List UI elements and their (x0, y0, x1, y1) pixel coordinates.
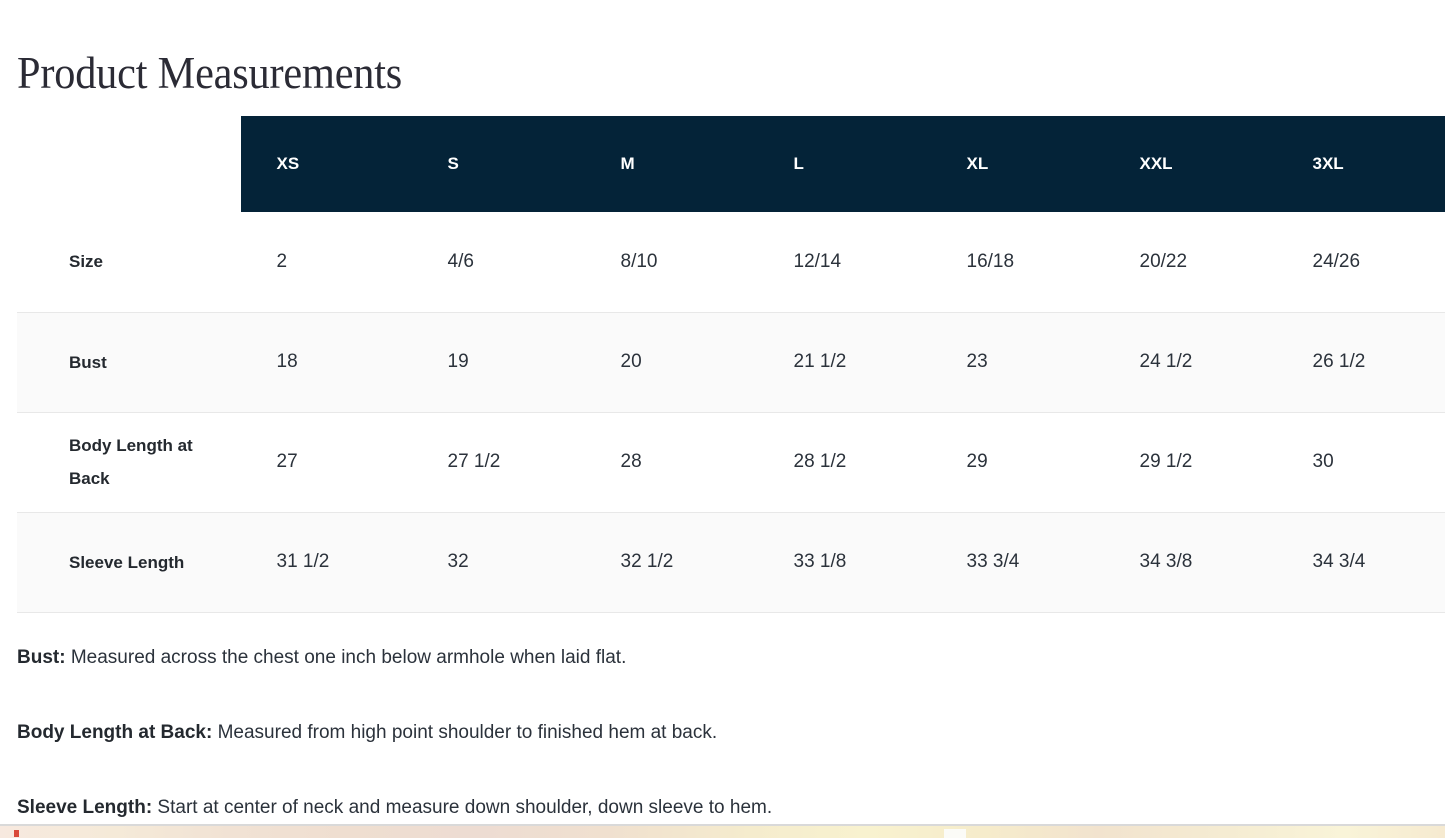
table-header-cell-xs: XS (240, 116, 414, 212)
table-header-label: S (447, 154, 459, 173)
row-label-size: Size (0, 212, 241, 312)
cell-body-length-xl: 29 (932, 411, 1106, 512)
cell-sleeve-length-xl: 33 3/4 (932, 511, 1106, 613)
table-header-label: XXL (1139, 154, 1173, 173)
table-row: Size 2 4/6 8/10 12/14 16/18 20/22 24/26 (0, 212, 1445, 312)
cell-size-l: 12/14 (793, 250, 842, 272)
cell-body-length-l: 28 1/2 (759, 411, 933, 512)
table-header-cell-xxl: XXL (1105, 116, 1279, 212)
table-header-label-cell (8, 116, 241, 212)
footnote-bust: Bust: Measured across the chest one inch… (17, 645, 1427, 671)
footnote-term: Body Length at Back: (17, 722, 213, 743)
footnote-text: Start at center of neck and measure down… (152, 797, 773, 818)
cell-sleeve-length-m: 32 1/2 (586, 511, 760, 613)
cell-sleeve-length-s: 32 (413, 511, 587, 613)
footnote-body-length-at-back: Body Length at Back: Measured from high … (17, 720, 1427, 746)
table-row: Bust 18 19 20 21 1/2 23 24 1/2 26 1/2 (0, 311, 1445, 412)
cell-body-length-xxl: 29 1/2 (1105, 411, 1279, 512)
cell-size-xxl: 20/22 (1139, 250, 1188, 272)
table-header-cell-m: M (586, 116, 760, 212)
table-header-cell-s: S (413, 116, 587, 212)
table-header-label: L (793, 154, 804, 173)
footnote-text: Measured from high point shoulder to fin… (212, 722, 718, 743)
table-body: Size 2 4/6 8/10 12/14 16/18 20/22 24/26 … (0, 212, 1445, 613)
table-header-label: 3XL (1312, 154, 1344, 173)
footnote-sleeve-length: Sleeve Length: Start at center of neck a… (17, 795, 1427, 821)
cell-sleeve-length-3xl: 34 3/4 (1278, 511, 1445, 613)
cell-size-3xl: 24/26 (1312, 250, 1361, 272)
strip-white-mark (944, 829, 966, 838)
cell-size-s: 4/6 (447, 250, 474, 272)
footnote-term: Bust: (17, 647, 66, 668)
cell-sleeve-length-l: 33 1/8 (759, 511, 933, 613)
cell-bust-xs: 18 (240, 311, 414, 412)
table-header-cell-xl: XL (932, 116, 1106, 212)
measurement-notes: Bust: Measured across the chest one inch… (17, 645, 1427, 821)
strip-red-mark (14, 830, 19, 837)
cell-body-length-m: 28 (586, 411, 760, 512)
table-row: Body Length at Back 27 27 1/2 28 28 1/2 … (0, 411, 1445, 512)
table-row: Sleeve Length 31 1/2 32 32 1/2 33 1/8 33… (0, 511, 1445, 613)
table-header-row: XS S M L XL XXL 3XL (8, 116, 1445, 212)
table-header: XS S M L XL XXL 3XL (8, 116, 1445, 212)
row-label-bust: Bust (0, 311, 241, 412)
table-header-cell-l: L (759, 116, 933, 212)
cell-bust-l: 21 1/2 (759, 311, 933, 412)
cut-off-image-strip (0, 824, 1445, 838)
cell-size-xs: 2 (276, 250, 288, 272)
cell-body-length-s: 27 1/2 (413, 411, 587, 512)
cell-bust-s: 19 (413, 311, 587, 412)
cell-size-m: 8/10 (620, 250, 658, 272)
size-measurements-table: XS S M L XL XXL 3XL (0, 116, 1445, 613)
footnote-text: Measured across the chest one inch below… (65, 647, 627, 668)
footnote-term: Sleeve Length: (17, 797, 153, 818)
table-header-label: XL (966, 154, 989, 173)
cell-body-length-3xl: 30 (1278, 411, 1445, 512)
cell-bust-m: 20 (586, 311, 760, 412)
row-label-sleeve-length: Sleeve Length (0, 511, 241, 613)
table-header-label: XS (276, 154, 300, 173)
cell-sleeve-length-xxl: 34 3/8 (1105, 511, 1279, 613)
cell-bust-xl: 23 (932, 311, 1106, 412)
table-header-label: M (620, 154, 635, 173)
row-label-body-length-at-back: Body Length at Back (0, 411, 241, 512)
table-header-cell-3xl: 3XL (1278, 116, 1445, 212)
cell-size-xl: 16/18 (966, 250, 1015, 272)
cell-body-length-xs: 27 (240, 411, 414, 512)
cell-bust-3xl: 26 1/2 (1278, 311, 1445, 412)
cell-bust-xxl: 24 1/2 (1105, 311, 1279, 412)
cell-sleeve-length-xs: 31 1/2 (240, 511, 414, 613)
page-title: Product Measurements (17, 48, 403, 99)
